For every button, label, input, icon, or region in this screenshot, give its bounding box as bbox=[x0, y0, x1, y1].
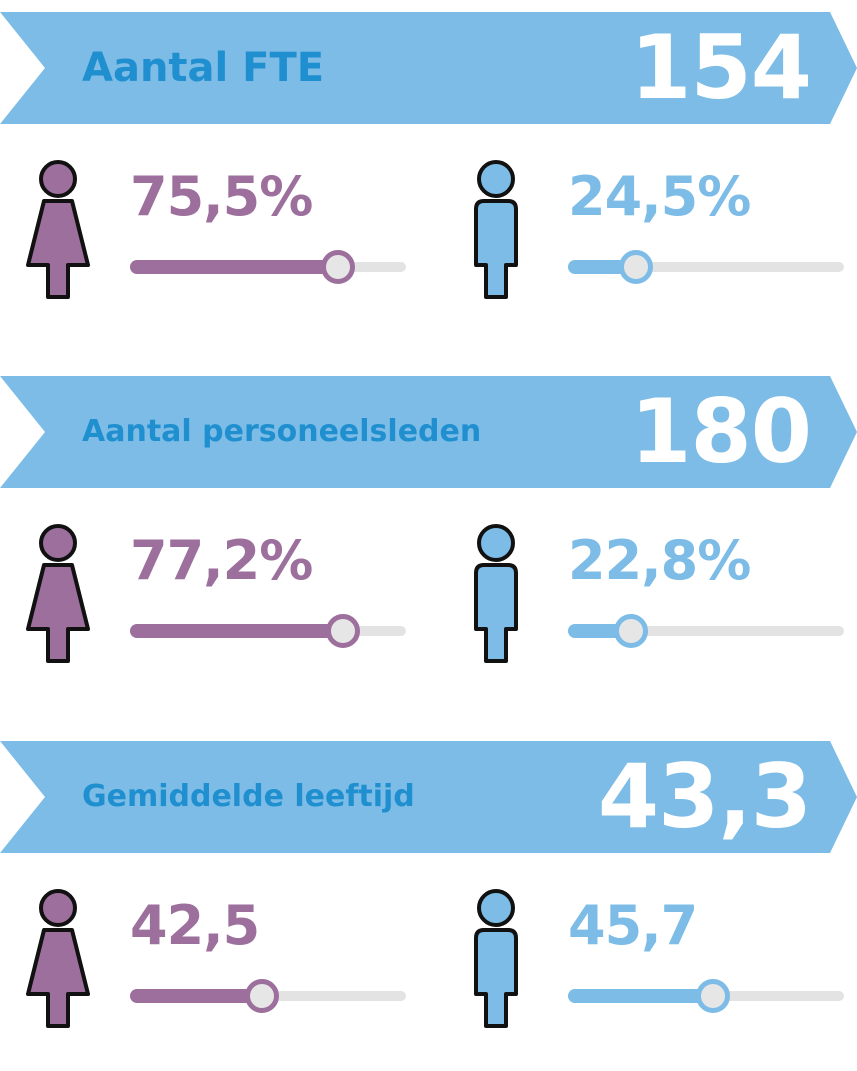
slider-fill bbox=[130, 260, 338, 274]
banner-value: 43,3 bbox=[597, 745, 812, 848]
banner-label: Gemiddelde leeftijd bbox=[82, 779, 415, 814]
female-person-icon bbox=[26, 889, 90, 1028]
male-person-icon bbox=[474, 160, 518, 299]
banner-ribbon bbox=[0, 741, 857, 853]
female-stat: 42,5 bbox=[22, 886, 412, 1036]
slider-fill bbox=[130, 989, 262, 1003]
male-percentage: 22,8% bbox=[568, 529, 751, 592]
slider-track bbox=[568, 626, 844, 636]
banner-ribbon bbox=[0, 12, 857, 124]
section-personeelsleden: Aantal personeelsleden 180 77,2% 22,8% bbox=[0, 376, 857, 706]
female-person-icon bbox=[26, 160, 90, 299]
banner-label: Aantal personeelsleden bbox=[82, 414, 482, 449]
male-person-icon bbox=[474, 889, 518, 1028]
female-age: 42,5 bbox=[130, 894, 260, 957]
female-percentage: 75,5% bbox=[130, 165, 313, 228]
slider-fill bbox=[568, 989, 713, 1003]
slider-fill bbox=[130, 624, 343, 638]
banner-ribbon bbox=[0, 376, 857, 488]
male-slider bbox=[568, 250, 844, 284]
slider-knob bbox=[614, 614, 648, 648]
female-percentage: 77,2% bbox=[130, 529, 313, 592]
slider-knob bbox=[696, 979, 730, 1013]
female-stat: 77,2% bbox=[22, 521, 412, 671]
slider-knob bbox=[619, 250, 653, 284]
section-fte: Aantal FTE 154 75,5% 24,5% bbox=[0, 12, 857, 342]
slider-knob bbox=[321, 250, 355, 284]
slider-knob bbox=[326, 614, 360, 648]
male-stat: 22,8% bbox=[460, 521, 850, 671]
banner-value: 180 bbox=[630, 380, 812, 483]
banner-label: Aantal FTE bbox=[82, 45, 325, 91]
male-percentage: 24,5% bbox=[568, 165, 751, 228]
female-slider bbox=[130, 979, 406, 1013]
male-stat: 45,7 bbox=[460, 886, 850, 1036]
male-slider bbox=[568, 979, 844, 1013]
female-person-icon bbox=[26, 524, 90, 663]
banner-value: 154 bbox=[630, 16, 812, 119]
female-slider bbox=[130, 614, 406, 648]
male-stat: 24,5% bbox=[460, 157, 850, 307]
slider-knob bbox=[245, 979, 279, 1013]
section-leeftijd: Gemiddelde leeftijd 43,3 42,5 45,7 bbox=[0, 741, 857, 1071]
slider-track bbox=[568, 262, 844, 272]
male-slider bbox=[568, 614, 844, 648]
female-slider bbox=[130, 250, 406, 284]
male-age: 45,7 bbox=[568, 894, 698, 957]
female-stat: 75,5% bbox=[22, 157, 412, 307]
male-person-icon bbox=[474, 524, 518, 663]
